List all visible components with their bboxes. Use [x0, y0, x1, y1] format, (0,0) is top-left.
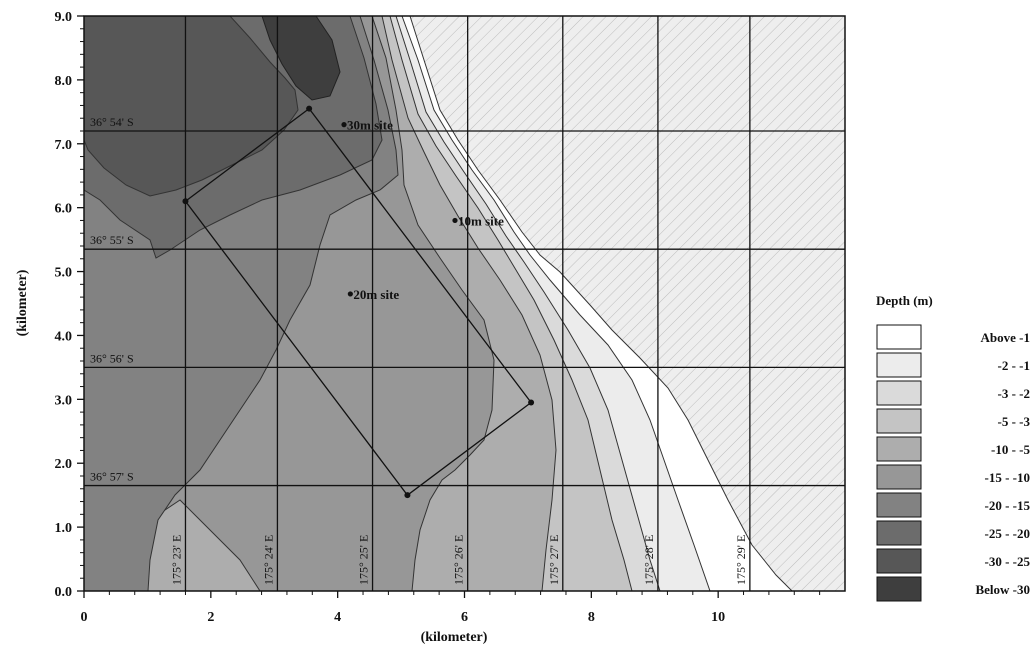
legend-label: -5 - -3 [998, 414, 1031, 429]
site-label: 20m site [353, 287, 399, 302]
latitude-labels: 36° 54' S 36° 55' S 36° 56' S 36° 57' S [90, 115, 134, 484]
x-tick-label: 2 [207, 610, 214, 625]
legend-label: -20 - -15 [985, 498, 1031, 513]
y-tick-label: 7.0 [55, 138, 73, 153]
legend-swatch [876, 520, 922, 546]
legend-label: Below -30 [975, 582, 1030, 597]
survey-corner-dot [306, 105, 313, 112]
longitude-label: 175° 25' E [357, 535, 371, 585]
latitude-label: 36° 57' S [90, 470, 134, 484]
site-label: 30m site [347, 118, 393, 133]
legend-swatch [876, 548, 922, 574]
longitude-label: 175° 27' E [547, 535, 561, 585]
legend-label: Above -1 [981, 330, 1030, 345]
y-tick-label: 1.0 [55, 521, 73, 536]
legend-swatch [876, 576, 922, 602]
longitude-label: 175° 24' E [261, 535, 275, 585]
depth-contours [84, 16, 793, 591]
depth-legend: Above -1 -2 - -1 -3 - -2 -5 - -3 -10 - -5 -15… [876, 324, 1031, 602]
survey-corner-markers [182, 105, 535, 499]
x-tick-label: 8 [588, 610, 595, 625]
latitude-label: 36° 56' S [90, 351, 134, 365]
latitude-label: 36° 55' S [90, 233, 134, 247]
x-tick-label: 10 [711, 610, 725, 625]
longitude-label: 175° 28' E [642, 535, 656, 585]
legend-swatch [876, 492, 922, 518]
y-tick-label: 0.0 [55, 585, 73, 600]
x-tick-label: 6 [461, 610, 468, 625]
lat-lon-grid [84, 16, 845, 591]
y-tick-label: 4.0 [55, 329, 73, 344]
x-axis-label: (kilometer) [421, 630, 488, 645]
y-tick-label: 9.0 [55, 10, 73, 25]
legend-label: -2 - -1 [998, 358, 1031, 373]
y-tick-label: 2.0 [55, 457, 73, 472]
y-tick-label: 3.0 [55, 393, 73, 408]
contour-below-30 [261, 16, 341, 101]
x-tick-label: 0 [81, 610, 88, 625]
legend-label: -15 - -10 [985, 470, 1031, 485]
legend-swatch [876, 408, 922, 434]
contour-30-25 [84, 16, 299, 197]
site-dot [347, 291, 353, 297]
site-dot [341, 122, 347, 128]
x-tick-label: 4 [334, 610, 341, 625]
survey-corner-dot [404, 492, 411, 499]
survey-corner-dot [182, 198, 189, 205]
survey-corner-dot [528, 399, 535, 406]
y-tick-label: 8.0 [55, 74, 73, 89]
longitude-labels: 175° 23' E 175° 24' E 175° 25' E 175° 26' E… [169, 535, 747, 585]
legend-swatch [876, 436, 922, 462]
legend-swatch [876, 464, 922, 490]
site-markers: 30m site 20m site 10m site [341, 118, 504, 302]
y-tick-label: 5.0 [55, 266, 73, 281]
x-axis-ticks: 0 2 4 6 8 10 [81, 591, 821, 625]
longitude-label: 175° 26' E [452, 535, 466, 585]
longitude-label: 175° 23' E [169, 535, 183, 585]
site-label: 10m site [458, 213, 504, 228]
legend-swatch [876, 352, 922, 378]
legend-label: -25 - -20 [985, 526, 1031, 541]
legend-label: -3 - -2 [998, 386, 1031, 401]
legend-label: -10 - -5 [991, 442, 1030, 457]
y-axis-label: (kilometer) [15, 269, 30, 336]
latitude-label: 36° 54' S [90, 115, 134, 129]
legend-swatch [876, 380, 922, 406]
legend-label: -30 - -25 [985, 554, 1031, 569]
legend-swatch [876, 324, 922, 350]
y-tick-label: 6.0 [55, 202, 73, 217]
legend-title: Depth (m) [876, 293, 933, 308]
site-dot [452, 217, 458, 224]
y-axis-ticks: 0.0 1.0 2.0 3.0 4.0 5.0 6.0 7.0 8.0 9.0 [55, 10, 84, 600]
longitude-label: 175° 29' E [734, 535, 748, 585]
